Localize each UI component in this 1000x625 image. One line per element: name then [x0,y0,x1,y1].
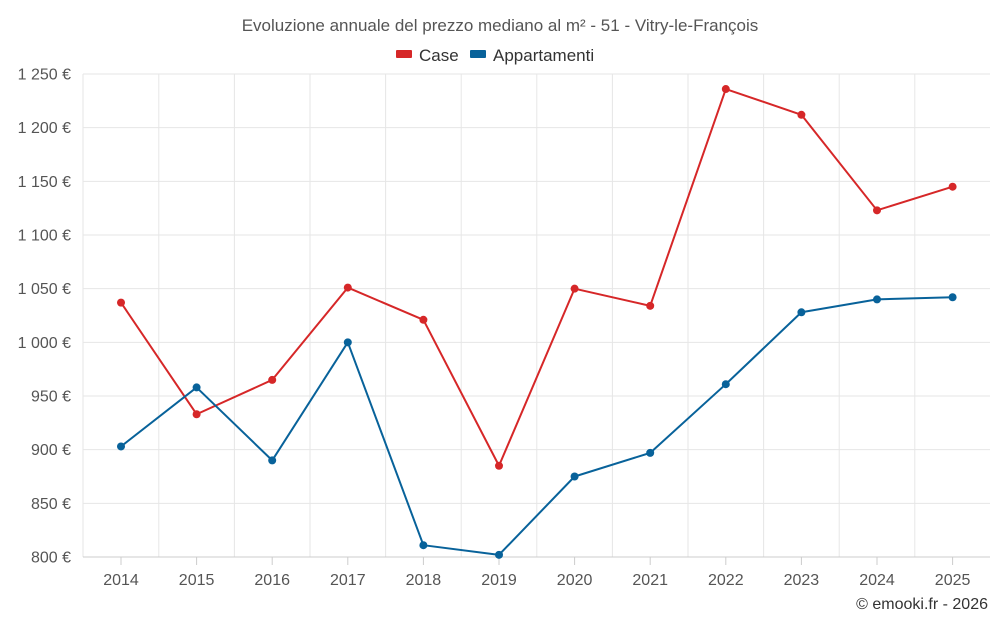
legend-swatch-appartamenti [470,50,486,58]
data-point-appartamenti[interactable] [268,456,277,465]
y-tick-label: 1 100 € [18,228,71,245]
data-point-appartamenti[interactable] [570,472,579,481]
data-point-appartamenti[interactable] [495,550,503,559]
y-tick-label: 1 200 € [18,120,71,137]
y-tick-label: 900 € [31,442,71,459]
y-tick-label: 1 250 € [18,67,71,84]
data-point-case[interactable] [117,298,125,307]
chart-title: Evoluzione annuale del prezzo mediano al… [242,16,759,35]
y-tick-label: 1 000 € [18,335,71,352]
data-point-case[interactable] [873,206,881,215]
legend-item-case[interactable]: Case [396,46,459,65]
x-tick-label: 2021 [632,572,668,589]
x-tick-label: 2018 [406,572,442,589]
data-point-appartamenti[interactable] [646,448,655,457]
y-tick-label: 800 € [31,550,71,567]
x-tick-label: 2015 [179,572,215,589]
data-point-appartamenti[interactable] [948,293,957,302]
x-tick-label: 2024 [859,572,895,589]
axes: 800 € 850 € 900 € 950 € 1 000 € 1 050 € 1 100 … [18,67,990,589]
series-case [117,85,957,470]
x-tick-label: 2020 [557,572,593,589]
x-tick-label: 2022 [708,572,744,589]
data-point-case[interactable] [570,284,579,293]
series-appartamenti [117,293,957,559]
legend-item-appartamenti[interactable]: Appartamenti [470,46,594,65]
x-tick-label: 2014 [103,572,139,589]
x-tick-label: 2016 [254,572,290,589]
data-point-appartamenti[interactable] [797,308,806,317]
data-point-appartamenti[interactable] [873,295,881,304]
x-tick-label: 2023 [784,572,820,589]
series-line-appartamenti [120,296,953,556]
credit-text: © emooki.fr - 2026 [856,596,988,613]
data-point-appartamenti[interactable] [192,383,201,392]
data-point-appartamenti[interactable] [721,380,730,389]
series-layer [117,85,957,559]
data-point-case[interactable] [419,315,428,324]
x-tick-label: 2017 [330,572,366,589]
data-point-case[interactable] [646,301,655,310]
y-tick-label: 1 150 € [18,174,71,191]
data-point-appartamenti[interactable] [343,338,352,347]
legend: Case Appartamenti [396,46,594,65]
data-point-case[interactable] [495,461,503,470]
data-point-appartamenti[interactable] [419,541,428,550]
data-point-case[interactable] [343,283,352,292]
y-tick-label: 1 050 € [18,281,71,298]
data-point-case[interactable] [948,182,957,191]
y-tick-label: 950 € [31,389,71,406]
data-point-appartamenti[interactable] [117,442,125,451]
x-tick-label: 2025 [935,572,971,589]
grid [82,73,990,557]
legend-swatch-case [396,50,412,58]
legend-label-case: Case [419,46,459,65]
data-point-case[interactable] [268,375,277,384]
y-tick-label: 850 € [31,496,71,513]
series-line-case [120,88,953,467]
data-point-case[interactable] [721,85,730,94]
x-tick-label: 2019 [481,572,517,589]
legend-label-appartamenti: Appartamenti [493,46,594,65]
data-point-case[interactable] [797,110,806,119]
data-point-case[interactable] [192,410,201,419]
